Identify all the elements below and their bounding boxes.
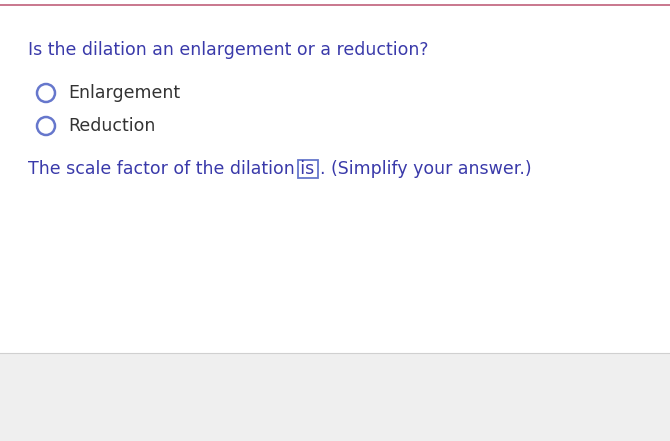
Text: Is the dilation an enlargement or a reduction?: Is the dilation an enlargement or a redu… [28, 41, 429, 59]
Text: The scale factor of the dilation is: The scale factor of the dilation is [28, 160, 314, 178]
Text: Enlargement: Enlargement [68, 84, 180, 102]
Bar [298, 160, 318, 178]
Bar [0, 353, 670, 441]
Text: Reduction: Reduction [68, 117, 155, 135]
Text: . (Simplify your answer.): . (Simplify your answer.) [320, 160, 531, 178]
